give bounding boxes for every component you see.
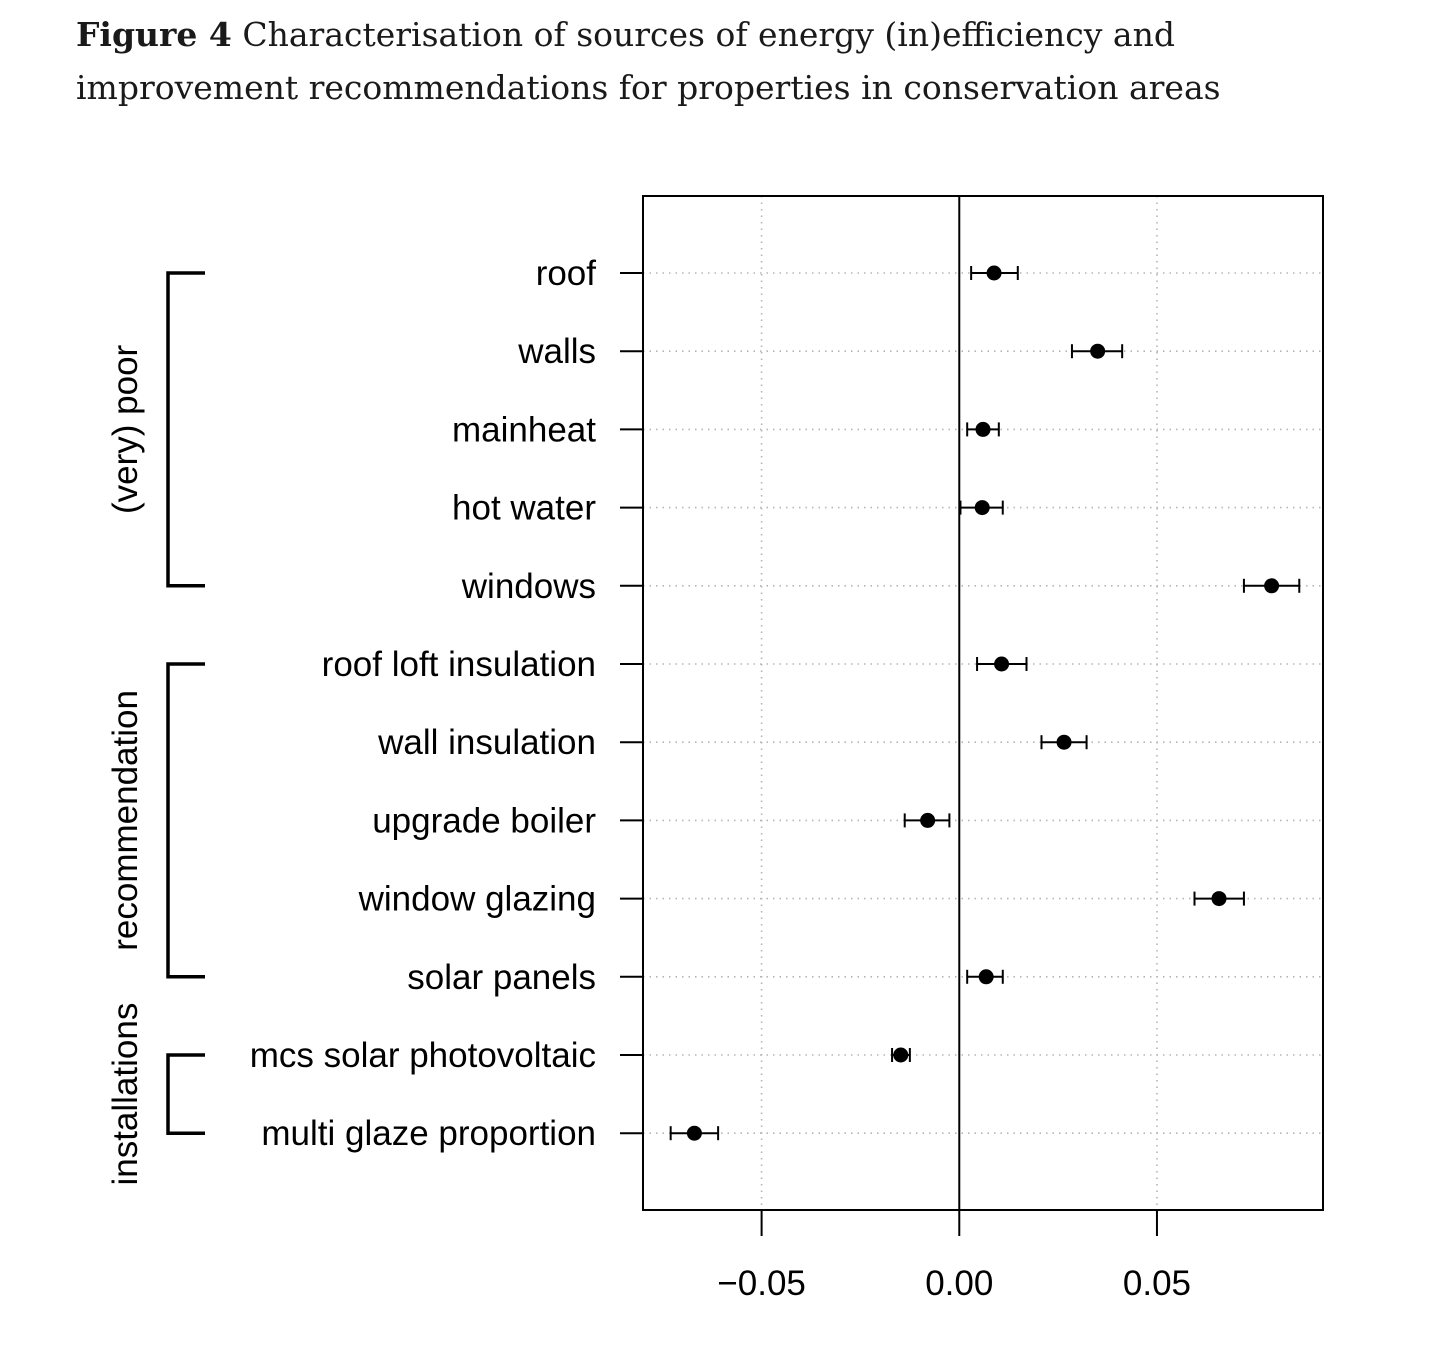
y-tick-label: roof — [536, 254, 597, 293]
data-points — [669, 265, 1301, 1141]
y-tick-label: hot water — [452, 489, 596, 528]
data-point — [1040, 734, 1088, 750]
x-tick-label: 0.00 — [925, 1264, 993, 1303]
bracket-line — [166, 662, 205, 979]
y-tick-label: window glazing — [358, 880, 596, 919]
y-tick-label: solar panels — [407, 958, 596, 997]
data-point — [970, 265, 1019, 281]
y-tick-label: wall insulation — [377, 723, 596, 762]
point-estimate — [978, 969, 994, 985]
point-estimate — [975, 421, 991, 437]
data-point — [1193, 891, 1245, 907]
x-tick-label: 0.05 — [1123, 1264, 1191, 1303]
group-label: recommendation — [106, 690, 145, 951]
group-bracket: (very) poor — [106, 271, 205, 588]
y-tick-label: mcs solar photovoltaic — [250, 1036, 596, 1075]
y-tick-label: multi glaze proportion — [261, 1114, 596, 1153]
plot-frame — [642, 195, 1324, 1211]
data-point — [976, 656, 1028, 672]
point-estimate — [986, 265, 1002, 281]
x-axis: −0.05 0.00 0.05 — [717, 1210, 1191, 1303]
group-label: installations — [106, 1003, 145, 1186]
bracket-line — [166, 271, 205, 588]
figure-caption-text: Characterisation of sources of energy (i… — [76, 15, 1221, 107]
y-axis: roof walls mainheat hot water windows roof lo… — [250, 254, 643, 1153]
group-brackets: (very) poor recommendation installations — [106, 271, 205, 1186]
grid-lines — [643, 196, 1323, 1210]
figure-caption: Figure 4 Characterisation of sources of … — [76, 8, 1376, 114]
data-point — [891, 1047, 911, 1063]
y-tick-label: walls — [517, 332, 596, 371]
group-label: (very) poor — [106, 344, 145, 514]
point-estimate — [1090, 343, 1106, 359]
data-point — [966, 421, 1000, 437]
data-point — [903, 812, 951, 828]
data-point — [1242, 578, 1301, 594]
point-estimate — [1211, 891, 1227, 907]
x-tick-label: −0.05 — [717, 1264, 806, 1303]
point-estimate — [974, 500, 990, 516]
data-point — [669, 1125, 720, 1141]
point-estimate — [1264, 578, 1280, 594]
group-bracket: installations — [106, 1003, 205, 1186]
y-tick-label: mainheat — [452, 410, 596, 449]
y-tick-label: windows — [461, 567, 596, 606]
point-estimate — [920, 812, 936, 828]
figure-label: Figure 4 — [76, 15, 232, 54]
point-estimate — [893, 1047, 909, 1063]
point-estimate — [1056, 734, 1072, 750]
data-point — [966, 969, 1004, 985]
bracket-line — [166, 1053, 205, 1135]
data-point — [959, 500, 1004, 516]
point-estimate — [994, 656, 1010, 672]
group-bracket: recommendation — [106, 662, 205, 979]
y-tick-label: roof loft insulation — [322, 645, 596, 684]
point-estimate — [686, 1125, 702, 1141]
data-point — [1070, 343, 1124, 359]
y-tick-label: upgrade boiler — [372, 801, 596, 840]
